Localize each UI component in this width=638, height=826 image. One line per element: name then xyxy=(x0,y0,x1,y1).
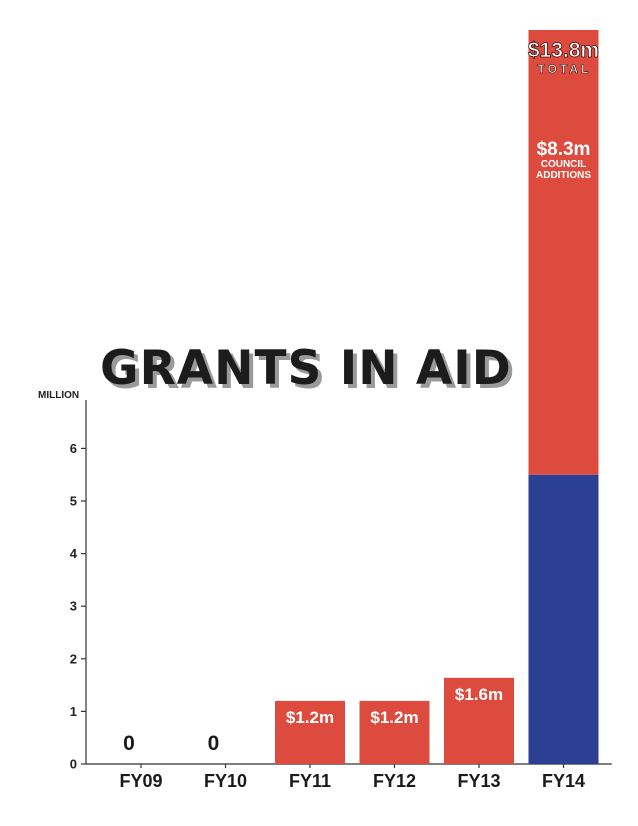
axis-layer xyxy=(81,400,612,768)
y-tick-label: 1 xyxy=(70,704,77,719)
chart-title: GRANTS IN AID xyxy=(100,341,512,396)
bar-segment-base xyxy=(528,474,599,764)
bar xyxy=(359,700,430,764)
labels-layer: 0 1 2 3 4 5 6 FY09 FY10 FY11 FY12 FY13 FY14 0 0 $1.2m $1… xyxy=(70,39,600,791)
y-tick-label: 0 xyxy=(70,757,77,772)
y-tick-label: 6 xyxy=(70,441,77,456)
bars-layer xyxy=(275,30,599,764)
data-label: 0 xyxy=(208,732,220,755)
council-additions-caption: COUNCIL xyxy=(541,159,587,170)
y-tick-label: 2 xyxy=(70,651,77,666)
y-tick-label: 3 xyxy=(70,599,77,614)
data-label: $1.2m xyxy=(370,708,418,727)
x-tick-label: FY13 xyxy=(457,771,500,791)
total-caption: TOTAL xyxy=(538,62,592,76)
data-label: $1.6m xyxy=(455,685,503,704)
bar xyxy=(444,677,514,764)
council-additions-caption: ADDITIONS xyxy=(536,170,591,181)
chart-title-shadow: GRANTS IN AID xyxy=(104,345,516,400)
x-tick-label: FY14 xyxy=(542,771,585,791)
bar xyxy=(275,700,345,764)
data-label: 0 xyxy=(123,732,135,755)
x-tick-label: FY12 xyxy=(373,771,416,791)
x-tick-label: FY11 xyxy=(289,771,331,791)
y-unit-label: MILLION xyxy=(38,390,79,401)
bar-segment-council-additions xyxy=(528,30,599,475)
y-tick-label: 5 xyxy=(70,494,77,509)
x-tick-label: FY09 xyxy=(119,771,162,791)
y-tick-label: 4 xyxy=(70,546,78,561)
total-value-label: $13.8m xyxy=(528,39,599,62)
council-additions-value-label: $8.3m xyxy=(537,139,591,160)
data-label: $1.2m xyxy=(286,708,334,727)
x-tick-label: FY10 xyxy=(204,771,247,791)
